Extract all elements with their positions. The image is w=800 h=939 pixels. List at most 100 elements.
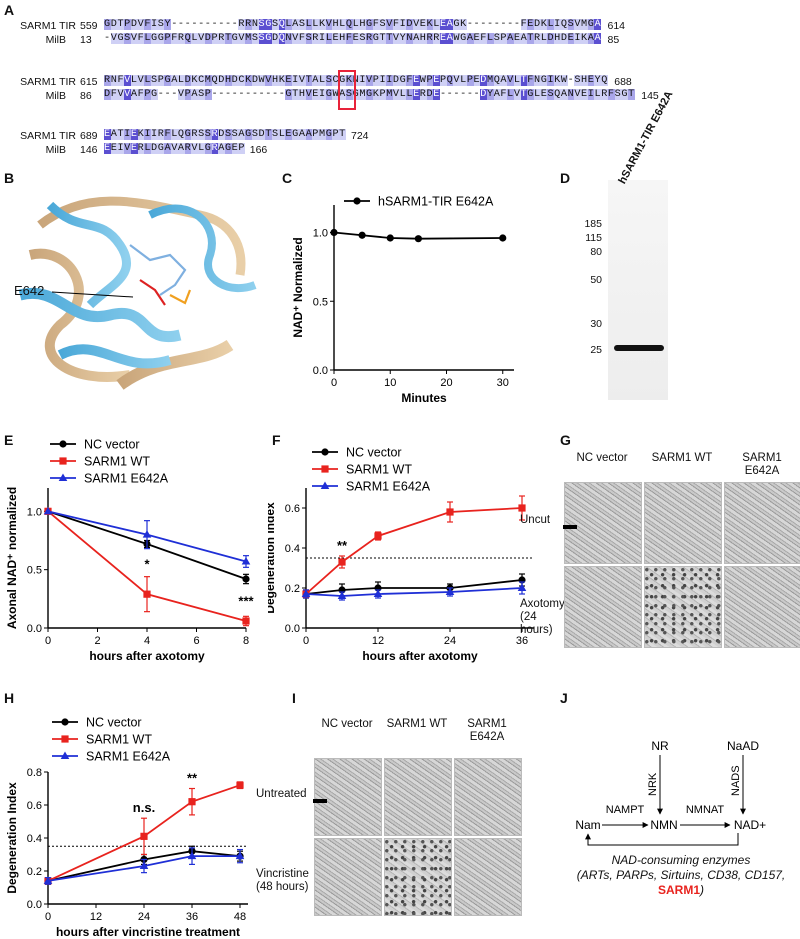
legend-label: SARM1 WT <box>84 455 150 469</box>
legend-label: NC vector <box>86 716 142 730</box>
legend-label: SARM1 WT <box>346 463 412 477</box>
nads-label: NADS <box>730 765 742 796</box>
panel-label-h: H <box>4 690 15 706</box>
data-point <box>43 876 53 884</box>
x-axis-label: hours after axotomy <box>362 649 478 663</box>
data-point <box>301 589 311 597</box>
data-point <box>60 751 70 759</box>
data-point <box>358 231 366 239</box>
gel-marker-label: 185 <box>584 218 602 230</box>
micrograph-image <box>313 758 382 836</box>
x-axis-label: hours after axotomy <box>89 649 205 663</box>
micrograph-image <box>454 838 522 916</box>
sequence-end: 614 <box>607 20 626 32</box>
micrograph-image <box>314 838 382 916</box>
x-tick-label: 48 <box>234 911 246 923</box>
micrograph-image <box>644 566 722 648</box>
x-tick-label: 24 <box>444 635 456 647</box>
data-point <box>142 530 152 538</box>
data-point <box>499 234 507 242</box>
scale-bar <box>563 525 577 529</box>
legend-label: hSARM1-TIR E642A <box>378 195 494 209</box>
y-axis-label: Axonal NAD⁺ normalized <box>5 487 19 629</box>
sequence-row: DFVVAFPG---VPASP-----------GTHVEIGWASGMG… <box>104 89 635 100</box>
micrograph-row-label: Uncut <box>520 514 551 526</box>
x-tick-label: 6 <box>193 635 199 647</box>
series-line <box>47 850 241 882</box>
x-tick-label: 8 <box>243 635 249 647</box>
naad-node: NaAD <box>727 739 759 753</box>
sequence-row: RNFVLVLSPGALDKCMQDHDCKDWVHKEIVTALSCGKNIV… <box>104 75 608 86</box>
data-point <box>242 575 250 583</box>
micrograph-image <box>454 758 522 836</box>
gel-marker-label: 25 <box>590 344 602 356</box>
sequence-row: GDTPDVFISY----------RRNSGSQLASLLKVHLQLHG… <box>104 19 602 30</box>
sequence-start: 86 <box>80 90 92 102</box>
micrograph-row-label: Vincristine (48 hours) <box>256 868 309 893</box>
data-point <box>140 832 148 840</box>
sequence-end: 85 <box>607 34 620 46</box>
data-point <box>321 465 329 473</box>
data-point <box>386 234 394 242</box>
data-point <box>338 558 346 566</box>
nrk-label: NRK <box>647 772 659 796</box>
sequence-end: 724 <box>351 130 369 142</box>
data-point <box>414 235 422 243</box>
series-line <box>305 587 523 597</box>
gel-marker-label: 115 <box>585 232 602 244</box>
y-tick-label: 0.2 <box>27 866 42 878</box>
legend-label: NC vector <box>346 446 402 460</box>
data-point <box>374 532 382 540</box>
data-point <box>188 798 196 806</box>
micrograph-column-label: NC vector <box>576 452 628 464</box>
significance-label: ** <box>337 538 348 553</box>
sequence-name: SARM1 TIR <box>20 130 76 142</box>
y-tick-label: 0.2 <box>285 583 300 595</box>
gel-marker-label: 80 <box>590 246 602 258</box>
sequence-end: 145 <box>641 90 659 102</box>
data-point <box>235 851 245 860</box>
x-tick-label: 30 <box>497 377 509 389</box>
x-tick-label: 0 <box>45 635 51 647</box>
sequence-row: -VGSVFLGGPFRQLVDPRTGVMSSGDQNVFSRILEHFESR… <box>104 33 602 44</box>
y-tick-label: 1.0 <box>313 228 328 240</box>
y-tick-label: 0.4 <box>27 833 42 845</box>
y-axis-label: Degeneration Index <box>268 502 277 614</box>
data-point <box>59 440 67 448</box>
significance-label: * <box>144 556 150 571</box>
legend-label: SARM1 E642A <box>346 480 431 494</box>
sequence-row: EEIVERLDGAVARVLGRAGEP <box>104 143 246 154</box>
data-point <box>242 617 250 625</box>
nad-consuming-text: NAD-consuming enzymes (ARTs, PARPs, Sirt… <box>562 853 800 898</box>
x-tick-label: 4 <box>144 635 150 647</box>
data-point <box>445 587 455 595</box>
nad-consuming-title: NAD-consuming enzymes <box>611 853 751 867</box>
gel-image <box>608 180 668 400</box>
micrograph-row-label: Untreated <box>256 788 307 800</box>
data-point <box>321 448 329 456</box>
panel-label-a: A <box>4 2 15 18</box>
panel-label-e: E <box>4 432 14 448</box>
data-point <box>320 481 330 489</box>
panel-label-g: G <box>560 432 571 448</box>
micrograph-image <box>563 482 642 564</box>
data-point <box>236 781 244 789</box>
x-axis-label: hours after vincristine treatment <box>56 925 240 939</box>
sequence-start: 13 <box>80 34 92 46</box>
nad-consuming-list: (ARTs, PARPs, Sirtuins, CD38, CD157, <box>576 868 786 882</box>
y-tick-label: 0.0 <box>285 623 300 635</box>
significance-label: *** <box>238 594 254 609</box>
x-tick-label: 0 <box>331 377 337 389</box>
data-point <box>58 473 68 481</box>
y-axis-label: Degeneration Index <box>5 782 19 894</box>
data-point <box>59 457 67 465</box>
sequence-name: MilB <box>45 34 66 46</box>
data-point <box>43 506 53 515</box>
e642-highlight-box <box>338 70 356 110</box>
legend-label: SARM1 WT <box>86 733 152 747</box>
sequence-start: 559 <box>80 20 98 32</box>
sequence-name: MilB <box>45 144 66 156</box>
data-point <box>330 228 338 237</box>
nmn-node: NMN <box>650 818 677 832</box>
data-point <box>139 861 149 870</box>
